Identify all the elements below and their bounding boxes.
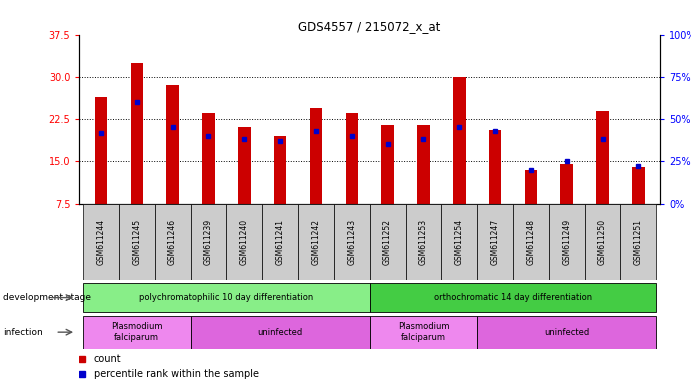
Bar xyxy=(83,283,370,312)
Bar xyxy=(83,316,191,349)
Bar xyxy=(560,164,573,204)
Bar xyxy=(95,96,107,204)
Bar xyxy=(513,204,549,280)
Bar xyxy=(632,167,645,204)
Bar xyxy=(131,63,143,204)
Bar xyxy=(585,204,621,280)
Text: Plasmodium
falciparum: Plasmodium falciparum xyxy=(398,323,449,342)
Text: GSM611243: GSM611243 xyxy=(348,219,357,265)
Bar xyxy=(417,125,430,204)
Text: count: count xyxy=(94,354,122,364)
Bar xyxy=(227,204,262,280)
Text: GSM611246: GSM611246 xyxy=(168,219,177,265)
Text: GSM611239: GSM611239 xyxy=(204,219,213,265)
Text: polychromatophilic 10 day differentiation: polychromatophilic 10 day differentiatio… xyxy=(140,293,314,302)
Bar xyxy=(524,170,537,204)
Bar xyxy=(489,130,502,204)
Text: uninfected: uninfected xyxy=(258,328,303,337)
Text: development stage: development stage xyxy=(3,293,91,302)
Bar xyxy=(83,204,119,280)
Bar xyxy=(442,204,477,280)
Text: GSM611240: GSM611240 xyxy=(240,219,249,265)
Bar xyxy=(621,204,656,280)
Text: GSM611254: GSM611254 xyxy=(455,219,464,265)
Bar xyxy=(370,204,406,280)
Text: GSM611245: GSM611245 xyxy=(132,219,141,265)
Bar xyxy=(119,204,155,280)
Text: infection: infection xyxy=(3,328,44,337)
Bar xyxy=(453,77,466,204)
Text: Plasmodium
falciparum: Plasmodium falciparum xyxy=(111,323,162,342)
Bar xyxy=(298,204,334,280)
Bar xyxy=(596,111,609,204)
Text: GSM611247: GSM611247 xyxy=(491,219,500,265)
Bar xyxy=(155,204,191,280)
Bar xyxy=(346,113,358,204)
Text: GSM611249: GSM611249 xyxy=(562,219,571,265)
Bar xyxy=(238,127,251,204)
Bar xyxy=(370,316,477,349)
Bar xyxy=(334,204,370,280)
Bar xyxy=(549,204,585,280)
Text: GSM611241: GSM611241 xyxy=(276,219,285,265)
Text: GSM611251: GSM611251 xyxy=(634,219,643,265)
Bar xyxy=(477,316,656,349)
Text: GSM611252: GSM611252 xyxy=(383,219,392,265)
Bar xyxy=(191,204,227,280)
Bar xyxy=(167,85,179,204)
Text: orthochromatic 14 day differentiation: orthochromatic 14 day differentiation xyxy=(434,293,592,302)
Bar xyxy=(262,204,298,280)
Bar xyxy=(477,204,513,280)
Bar xyxy=(381,125,394,204)
Text: percentile rank within the sample: percentile rank within the sample xyxy=(94,369,259,379)
Bar xyxy=(406,204,442,280)
Bar xyxy=(274,136,286,204)
Text: GSM611242: GSM611242 xyxy=(312,219,321,265)
Text: GSM611248: GSM611248 xyxy=(527,219,536,265)
Text: GSM611244: GSM611244 xyxy=(97,219,106,265)
Bar xyxy=(370,283,656,312)
Text: uninfected: uninfected xyxy=(544,328,589,337)
Text: GSM611250: GSM611250 xyxy=(598,219,607,265)
Bar xyxy=(191,316,370,349)
Title: GDS4557 / 215072_x_at: GDS4557 / 215072_x_at xyxy=(299,20,441,33)
Text: GSM611253: GSM611253 xyxy=(419,219,428,265)
Bar xyxy=(310,108,322,204)
Bar xyxy=(202,113,215,204)
